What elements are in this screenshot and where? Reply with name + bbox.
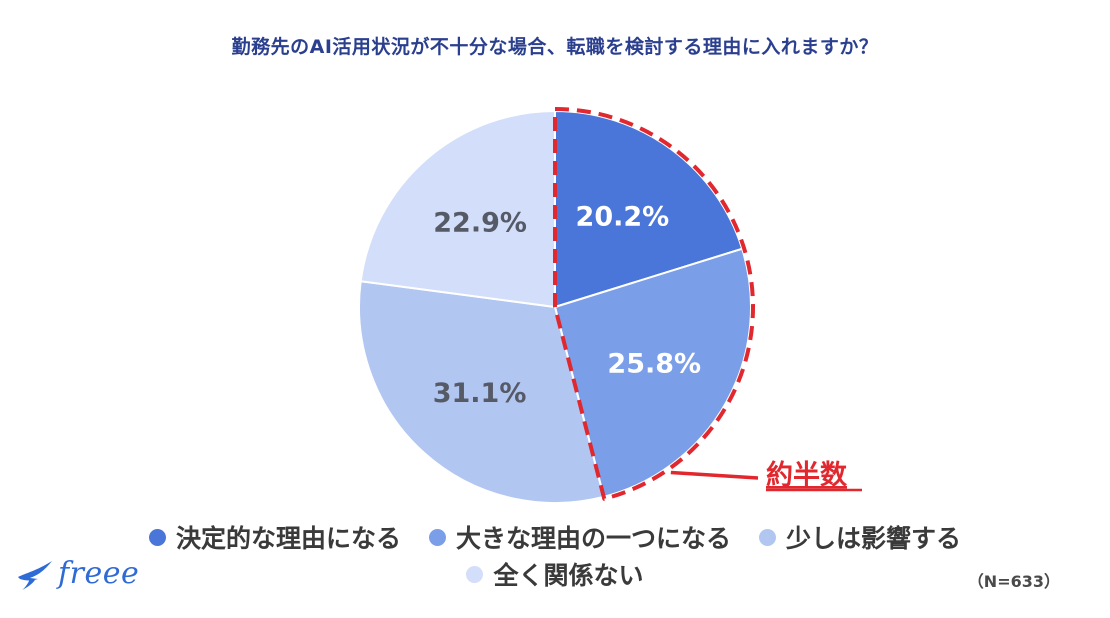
legend-dot-decisive [148, 528, 166, 546]
highlight-annotation: 約半数 [553, 107, 862, 501]
freee-logo: freee [16, 556, 139, 591]
pie-slice-major [553, 247, 752, 499]
brand-name: freee [58, 556, 140, 591]
pie-slice-none [359, 109, 556, 309]
legend-dot-none [466, 565, 484, 583]
chart-title: 勤務先のAI活用状況が不十分な場合、転職を検討する理由に入れますか？ [231, 36, 879, 58]
pie-label-none: 22.9% [433, 207, 527, 238]
pie-label-decisive: 20.2% [576, 201, 670, 232]
pie-slice-decisive [554, 109, 744, 309]
legend-label-major: 大きな理由の一つになる [455, 524, 731, 553]
legend-item-none: 全く関係ない [466, 556, 644, 592]
legend-label-decisive: 決定的な理由になる [175, 524, 401, 553]
pie-slices [358, 109, 752, 504]
pie-slice-slight [358, 280, 605, 504]
callout-line [670, 470, 759, 480]
legend-dot-slight [759, 528, 776, 546]
pie-label-slight: 31.1% [433, 378, 527, 409]
legend-item-major: 大きな理由の一つになる [428, 519, 731, 555]
legend-item-slight: 少しは影響する [759, 519, 961, 555]
sample-size: （N=633） [967, 572, 1060, 591]
callout-text: 約半数 [766, 459, 848, 491]
legend-dot-major [428, 528, 446, 546]
pie-label-major: 25.8% [607, 348, 701, 379]
legend-row-1: 決定的な理由になる 大きな理由の一つになる 少しは影響する [0, 519, 1110, 555]
pie-labels: 20.2% 25.8% 31.1% 22.9% [433, 201, 701, 409]
legend-row-2: 全く関係ない [0, 556, 1110, 592]
bird-icon [18, 560, 52, 590]
highlight-outline [553, 107, 755, 501]
legend-label-none: 全く関係ない [493, 561, 644, 590]
legend-label-slight: 少しは影響する [786, 524, 962, 553]
legend-item-decisive: 決定的な理由になる [148, 519, 401, 555]
